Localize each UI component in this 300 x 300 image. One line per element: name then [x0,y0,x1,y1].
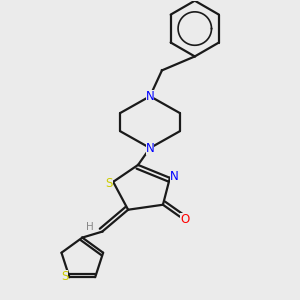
Text: N: N [146,142,154,154]
Text: N: N [170,170,179,183]
Text: N: N [146,90,154,103]
Text: S: S [61,270,68,283]
Text: S: S [106,177,113,190]
Text: O: O [180,213,190,226]
Text: H: H [86,222,94,232]
